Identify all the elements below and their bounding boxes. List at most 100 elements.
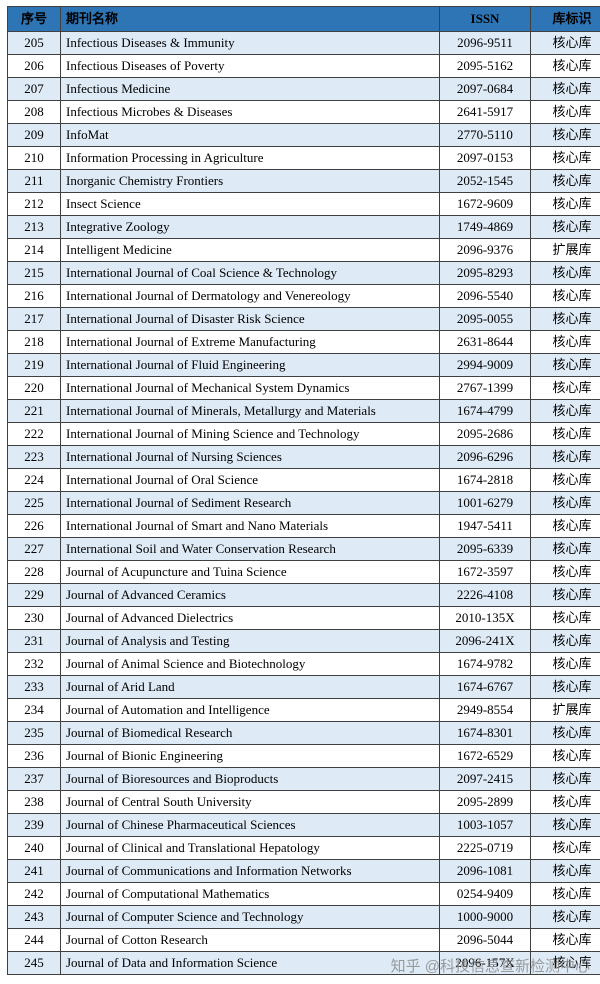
issn: 1674-4799 [439,399,531,423]
issn: 2095-5162 [439,54,531,78]
library-tag: 核心库 [530,192,600,216]
table-row: 211 Inorganic Chemistry Frontiers 2052-154… [7,169,600,193]
table-row: 242 Journal of Computational Mathematics 0… [7,882,600,906]
journal-name: Infectious Diseases of Poverty [60,54,440,78]
table-row: 219 International Journal of Fluid Engine… [7,353,600,377]
row-number: 219 [7,353,61,377]
table-row: 212 Insect Science 1672-9609 核心库 [7,192,600,216]
header-issn: ISSN [439,6,531,32]
issn: 2010-135X [439,606,531,630]
journal-name: Journal of Advanced Dielectrics [60,606,440,630]
issn: 2096-1081 [439,859,531,883]
library-tag: 核心库 [530,123,600,147]
library-tag: 核心库 [530,514,600,538]
journal-name: Journal of Analysis and Testing [60,629,440,653]
journal-name: Journal of Automation and Intelligence [60,698,440,722]
journal-name: Inorganic Chemistry Frontiers [60,169,440,193]
library-tag: 核心库 [530,261,600,285]
issn: 2225-0719 [439,836,531,860]
journal-name: International Soil and Water Conservatio… [60,537,440,561]
table-row: 232 Journal of Animal Science and Biotech… [7,652,600,676]
journal-name: Journal of Bionic Engineering [60,744,440,768]
journal-table: 序号 期刊名称 ISSN 库标识 205 Infectious Diseases … [7,6,600,975]
row-number: 216 [7,284,61,308]
journal-name: Integrative Zoology [60,215,440,239]
issn: 2097-0684 [439,77,531,101]
issn: 2767-1399 [439,376,531,400]
table-row: 243 Journal of Computer Science and Techn… [7,905,600,929]
issn: 2052-1545 [439,169,531,193]
journal-name: Journal of Arid Land [60,675,440,699]
journal-name: Infectious Medicine [60,77,440,101]
table-row: 205 Infectious Diseases & Immunity 2096-95… [7,31,600,55]
issn: 2641-5917 [439,100,531,124]
table-row: 245 Journal of Data and Information Scien… [7,951,600,975]
issn: 2097-0153 [439,146,531,170]
journal-name: International Journal of Disaster Risk S… [60,307,440,331]
table-row: 214 Intelligent Medicine 2096-9376 扩展库 [7,238,600,262]
journal-name: Journal of Advanced Ceramics [60,583,440,607]
table-row: 240 Journal of Clinical and Translational… [7,836,600,860]
library-tag: 核心库 [530,146,600,170]
issn: 2226-4108 [439,583,531,607]
table-row: 215 International Journal of Coal Science… [7,261,600,285]
table-row: 229 Journal of Advanced Ceramics 2226-4108… [7,583,600,607]
issn: 1674-9782 [439,652,531,676]
issn: 2949-8554 [439,698,531,722]
row-number: 207 [7,77,61,101]
journal-name: Journal of Data and Information Science [60,951,440,975]
journal-name: International Journal of Mining Science … [60,422,440,446]
library-tag: 核心库 [530,31,600,55]
row-number: 214 [7,238,61,262]
library-tag: 核心库 [530,468,600,492]
journal-name: International Journal of Oral Science [60,468,440,492]
header-row: 序号 期刊名称 ISSN 库标识 [7,6,600,32]
library-tag: 核心库 [530,859,600,883]
journal-name: Journal of Biomedical Research [60,721,440,745]
issn: 2095-2686 [439,422,531,446]
journal-name: Journal of Cotton Research [60,928,440,952]
issn: 1672-9609 [439,192,531,216]
issn: 2096-5540 [439,284,531,308]
table-row: 233 Journal of Arid Land 1674-6767 核心库 [7,675,600,699]
journal-name: International Journal of Extreme Manufac… [60,330,440,354]
journal-name: Journal of Computer Science and Technolo… [60,905,440,929]
journal-name: Journal of Bioresources and Bioproducts [60,767,440,791]
table-row: 230 Journal of Advanced Dielectrics 2010-1… [7,606,600,630]
table-row: 216 International Journal of Dermatology … [7,284,600,308]
row-number: 241 [7,859,61,883]
library-tag: 核心库 [530,675,600,699]
library-tag: 核心库 [530,744,600,768]
journal-name: International Journal of Nursing Science… [60,445,440,469]
library-tag: 核心库 [530,813,600,837]
row-number: 235 [7,721,61,745]
table-row: 222 International Journal of Mining Scien… [7,422,600,446]
table-row: 227 International Soil and Water Conserva… [7,537,600,561]
row-number: 213 [7,215,61,239]
row-number: 242 [7,882,61,906]
journal-name: International Journal of Mechanical Syst… [60,376,440,400]
issn: 2095-0055 [439,307,531,331]
row-number: 232 [7,652,61,676]
library-tag: 核心库 [530,376,600,400]
row-number: 215 [7,261,61,285]
library-tag: 核心库 [530,537,600,561]
row-number: 230 [7,606,61,630]
issn: 2096-9376 [439,238,531,262]
journal-name: Journal of Computational Mathematics [60,882,440,906]
library-tag: 核心库 [530,721,600,745]
row-number: 206 [7,54,61,78]
issn: 1000-9000 [439,905,531,929]
journal-name: Information Processing in Agriculture [60,146,440,170]
row-number: 243 [7,905,61,929]
table-row: 238 Journal of Central South University 20… [7,790,600,814]
header-library-tag: 库标识 [530,6,600,32]
issn: 2770-5110 [439,123,531,147]
row-number: 211 [7,169,61,193]
row-number: 233 [7,675,61,699]
row-number: 224 [7,468,61,492]
journal-name: InfoMat [60,123,440,147]
issn: 2631-8644 [439,330,531,354]
journal-name: Journal of Acupuncture and Tuina Science [60,560,440,584]
table-row: 217 International Journal of Disaster Ris… [7,307,600,331]
